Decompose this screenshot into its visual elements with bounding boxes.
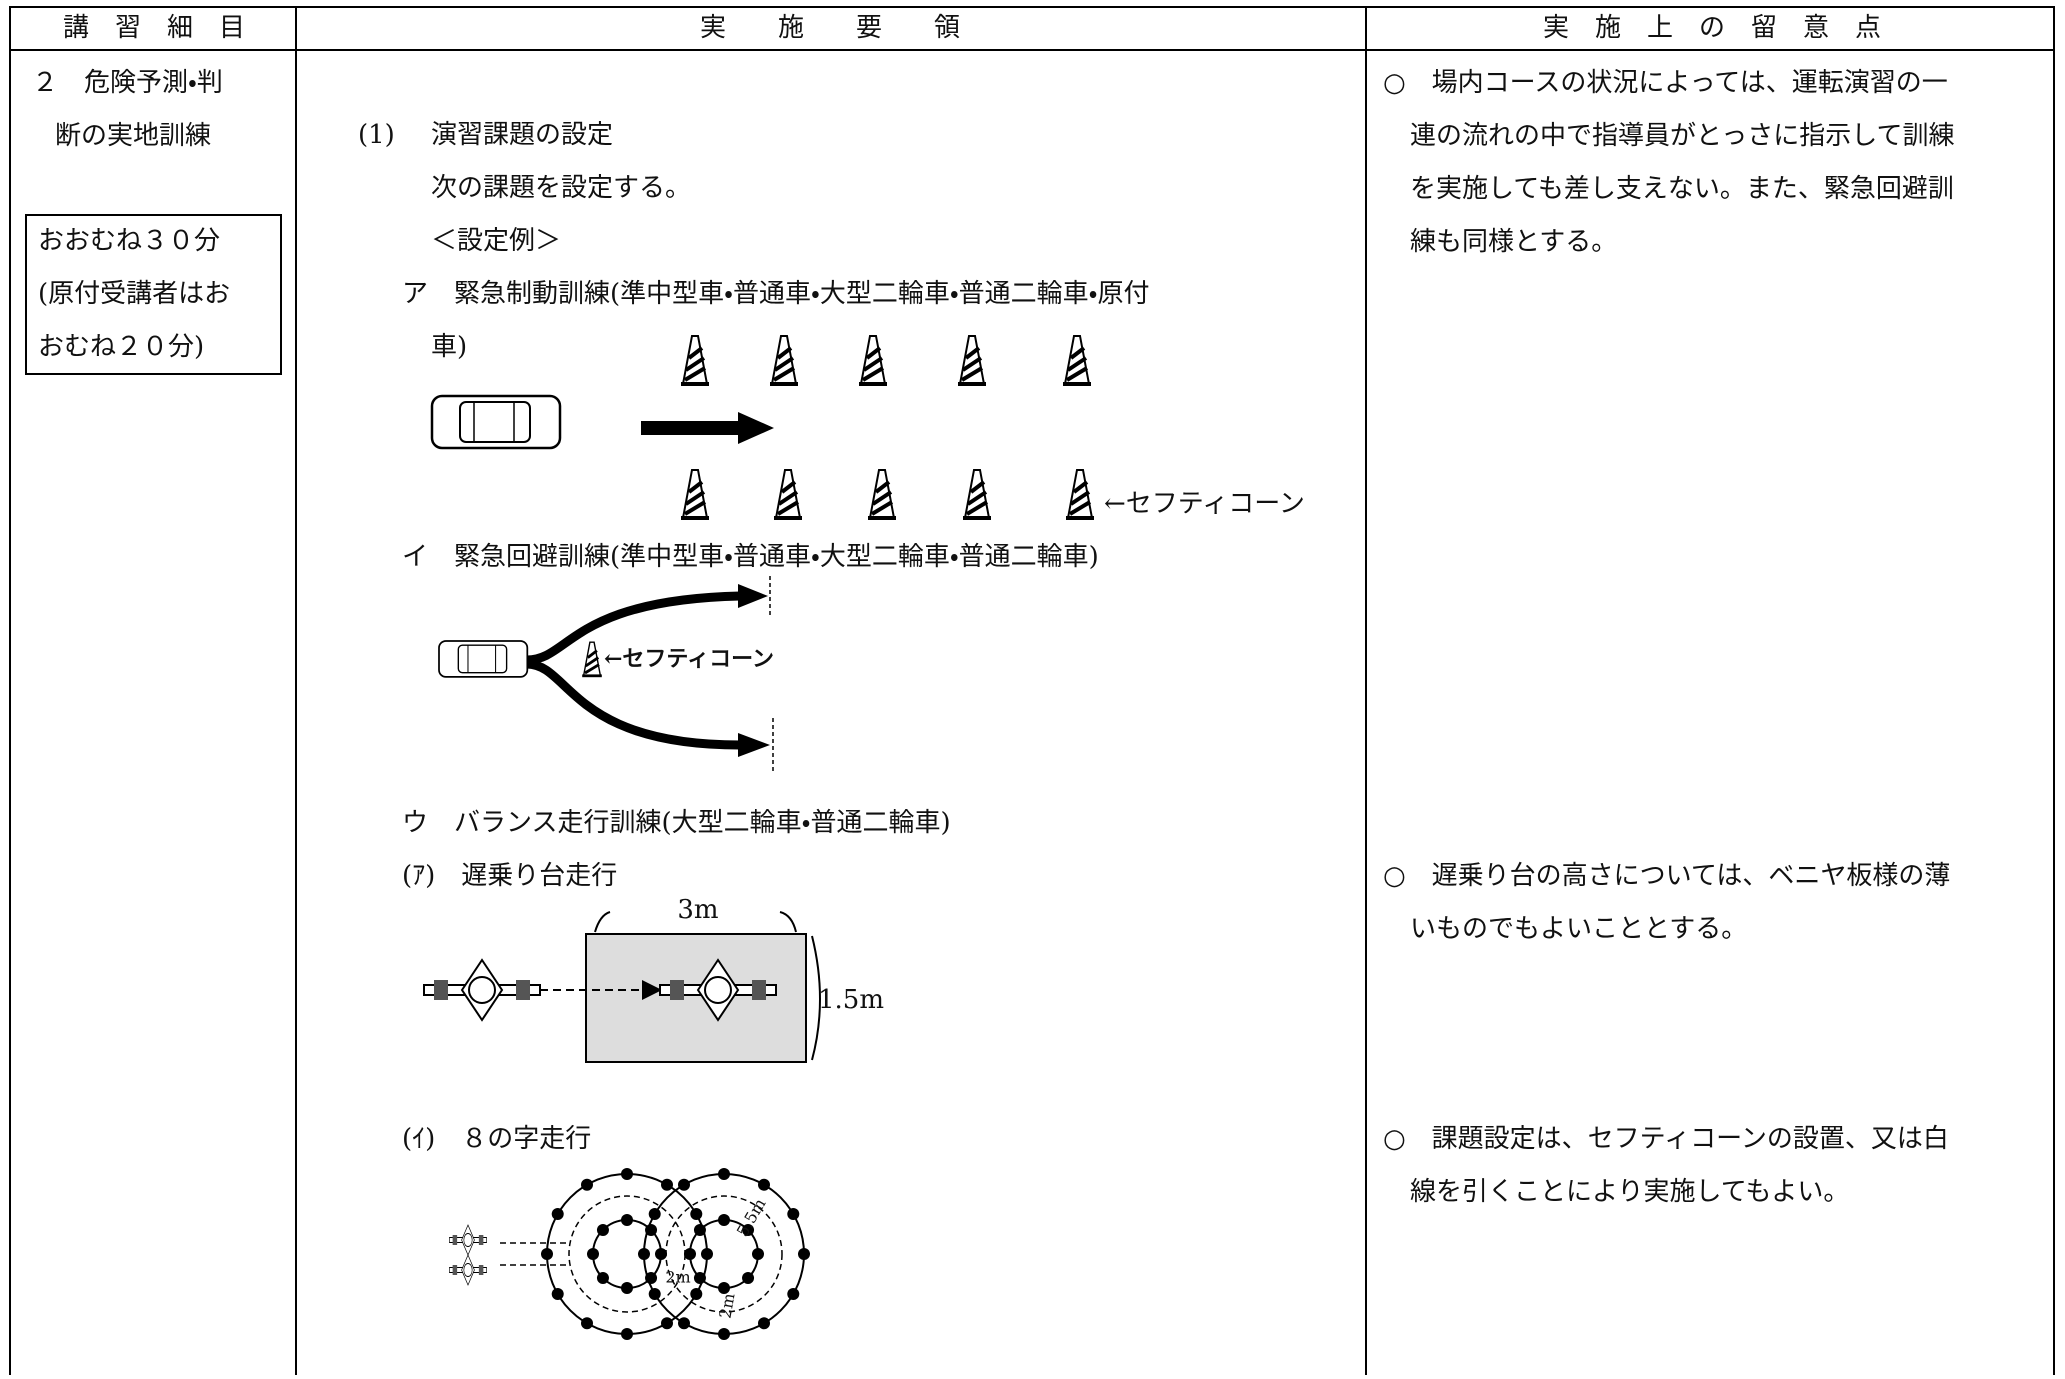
course-dot [645,1272,658,1285]
course-dot [758,1178,770,1191]
course-dot [587,1248,599,1260]
course-dot [718,1328,730,1340]
body-text: (ｱ) 遅乗り台走行 [402,861,617,891]
course-dot [693,1272,706,1285]
notes: ○ 場内コースの状況によっては、運転演習の一連の流れの中で指導員がとっさに指示し… [1383,68,1954,1207]
column-header: 実 施 要 領 [700,13,960,43]
course-dot [621,1328,633,1340]
note-line: いものでもよいこととする。 [1410,914,1747,944]
dimension-label: 5.5m [733,1195,770,1240]
course-dot [551,1208,564,1220]
course-dot [638,1248,650,1260]
course-dot [581,1317,593,1330]
course-dot [596,1272,609,1285]
note-line: 線を引くことにより実施してもよい。 [1410,1177,1849,1207]
dimension-label: 2m [665,1268,690,1287]
course-dot [596,1223,609,1236]
body-text: ウ バランス走行訓練(大型二輪車・普通二輪車) [402,808,951,838]
course-dot [661,1178,673,1191]
dimension-label: 3m [677,895,718,925]
course-dot [787,1208,800,1220]
figure-eight-diagram [448,1168,810,1340]
table-lines [9,6,2055,1379]
course-dot [758,1317,770,1330]
course-dot [742,1272,755,1285]
course-dot [661,1317,673,1330]
note-line: ○ 課題設定は、セフティコーンの設置、又は白 [1383,1124,1949,1154]
course-dot [752,1248,764,1260]
dimension-label: 1.5m [818,985,884,1015]
course-dot [621,1214,633,1226]
body-text: 車) [431,332,467,362]
column-header: 実 施 上 の 留 意 点 [1543,13,1881,43]
body-text: ア 緊急制動訓練(準中型車・普通車・大型二輪車・普通二輪車・原付 [402,279,1150,309]
course-dot [690,1208,703,1220]
body-text: イ 緊急回避訓練(準中型車・普通車・大型二輪車・普通二輪車) [402,542,1099,572]
course-dot [678,1317,690,1330]
body-text: (ｲ) ８の字走行 [402,1124,591,1154]
course-dot [541,1248,553,1260]
course-dot [648,1288,661,1300]
braking-diagram [430,334,1096,522]
column-header: 講 習 細 目 [63,13,245,43]
note-line: を実施しても差し支えない。また、緊急回避訓 [1410,174,1954,204]
course-dot [742,1223,755,1236]
section-number: (1) [358,120,395,150]
course-dot [621,1168,633,1180]
course-dot [693,1223,706,1236]
course-dot [701,1248,713,1260]
note-line: 連の流れの中で指導員がとっさに指示して訓練 [1410,121,1954,151]
dimension-label: 2m [715,1292,738,1320]
time-box: おおむね３０分 [38,226,220,256]
section-title: 演習課題の設定 [431,120,613,150]
body-text: ＜設定例＞ [431,226,561,256]
course-dot [648,1208,661,1220]
course-dot [621,1282,633,1294]
diagram-label: ←セフティコーン [604,646,774,672]
item-title: ２ 危険予測・判 [32,68,223,98]
time-box: (原付受講者はお [38,279,230,309]
course-dot [718,1282,730,1294]
course-dot [551,1288,564,1300]
course-dot [678,1178,690,1191]
course-dot [718,1168,730,1180]
note-line: ○ 遅乗り台の高さについては、ベニヤ板様の薄 [1383,861,1950,891]
item-title: 断の実地訓練 [55,121,211,151]
note-line: ○ 場内コースの状況によっては、運転演習の一 [1383,68,1948,98]
course-dot [655,1248,667,1260]
time-box: おむね２０分) [38,332,204,362]
course-dot [787,1288,800,1300]
avoidance-diagram [438,576,774,772]
course-dot [798,1248,810,1260]
course-dot [690,1288,703,1300]
diagram-label: ←セフティコーン [1104,489,1305,519]
note-line: 練も同様とする。 [1410,227,1617,257]
course-dot [581,1178,593,1191]
course-dot [645,1223,658,1236]
course-dot [684,1248,696,1260]
slow-platform-diagram [423,911,821,1063]
course-dot [718,1214,730,1226]
body-text: 次の課題を設定する。 [431,173,691,203]
